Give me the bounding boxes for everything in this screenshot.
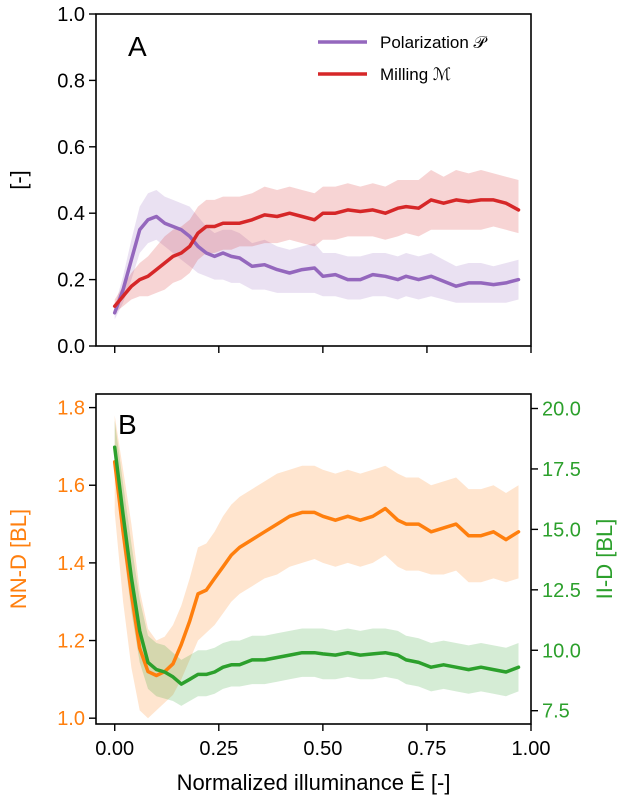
panel-b-right-y-label: II-D [BL] xyxy=(592,519,617,600)
panel-a-y-tick-label: 1.0 xyxy=(57,4,85,26)
panel-b-right-y-ticks: 7.5 10.0 12.5 15.0 17.5 20.0 xyxy=(531,399,581,723)
panel-b-right-y-tick-label: 10.0 xyxy=(542,640,581,662)
panel-a-y-label: [-] xyxy=(6,170,31,190)
panel-b-right-y-tick-label: 15.0 xyxy=(542,519,581,541)
panel-a-frame xyxy=(95,13,532,347)
panel-b-right-y-tick-label: 20.0 xyxy=(542,399,581,421)
panel-b-bands xyxy=(114,415,519,719)
iid-band xyxy=(114,420,519,706)
nnd-band xyxy=(114,415,519,719)
panel-a-legend: Polarization 𝒫 Milling ℳ xyxy=(318,33,488,84)
panel-a-y-tick-label: 0.6 xyxy=(57,137,85,159)
legend-polarization-label: Polarization 𝒫 xyxy=(380,33,488,52)
panel-b-frame xyxy=(95,393,532,725)
legend-milling-label: Milling ℳ xyxy=(380,65,451,84)
panel-b-x-tick-label: 0.25 xyxy=(199,738,238,760)
panel-a-y-tick-label: 0.8 xyxy=(57,70,85,92)
panel-b-x-tick-label: 0.75 xyxy=(407,738,446,760)
x-axis-label: Normalized illuminance Ē [-] xyxy=(177,770,451,795)
panel-a-bands xyxy=(114,170,519,320)
panel-b-left-y-label: NN-D [BL] xyxy=(6,509,31,609)
panel-b-left-y-tick-label: 1.8 xyxy=(57,398,85,420)
panel-b-x-ticks: 0.00 0.25 0.50 0.75 1.00 xyxy=(95,724,550,760)
panel-a-y-tick-label: 0.2 xyxy=(57,270,85,292)
nnd-line xyxy=(112,460,521,678)
panel-b-left-y-ticks: 1.0 1.2 1.4 1.6 1.8 xyxy=(57,398,96,730)
milling-band xyxy=(114,170,519,313)
panel-a-y-tick-label: 0.0 xyxy=(57,336,85,358)
panel-b-right-y-tick-label: 12.5 xyxy=(542,580,581,602)
panel-b-left-y-tick-label: 1.4 xyxy=(57,553,85,575)
panel-b: 0.00 0.25 0.50 0.75 1.00 1.0 1.2 1.4 1.6 1.8 7.5… xyxy=(6,393,617,760)
panel-b-left-y-tick-label: 1.2 xyxy=(57,631,85,653)
panel-a-x-ticks xyxy=(114,346,532,353)
panel-a: 0.0 0.2 0.4 0.6 0.8 1.0 [-] A Polarization 𝒫 … xyxy=(6,4,532,358)
panel-b-letter: B xyxy=(118,409,137,440)
panel-a-y-tick-label: 0.4 xyxy=(57,203,85,225)
polarization-band xyxy=(114,190,519,320)
panel-b-left-y-tick-label: 1.6 xyxy=(57,475,85,497)
panel-b-x-tick-label: 0.50 xyxy=(303,738,342,760)
panel-a-lines xyxy=(112,198,521,315)
panel-a-y-ticks: 0.0 0.2 0.4 0.6 0.8 1.0 xyxy=(57,4,96,358)
panel-b-left-y-tick-label: 1.0 xyxy=(57,708,85,730)
milling-line xyxy=(112,198,521,308)
panel-b-lines xyxy=(112,445,521,686)
panel-b-x-tick-label: 1.00 xyxy=(512,738,551,760)
iid-line xyxy=(112,445,521,686)
panel-b-right-y-tick-label: 17.5 xyxy=(542,459,581,481)
panel-b-right-y-tick-label: 7.5 xyxy=(542,701,570,723)
panel-b-x-tick-label: 0.00 xyxy=(95,738,134,760)
polarization-line xyxy=(112,214,521,315)
panel-a-letter: A xyxy=(128,31,147,62)
